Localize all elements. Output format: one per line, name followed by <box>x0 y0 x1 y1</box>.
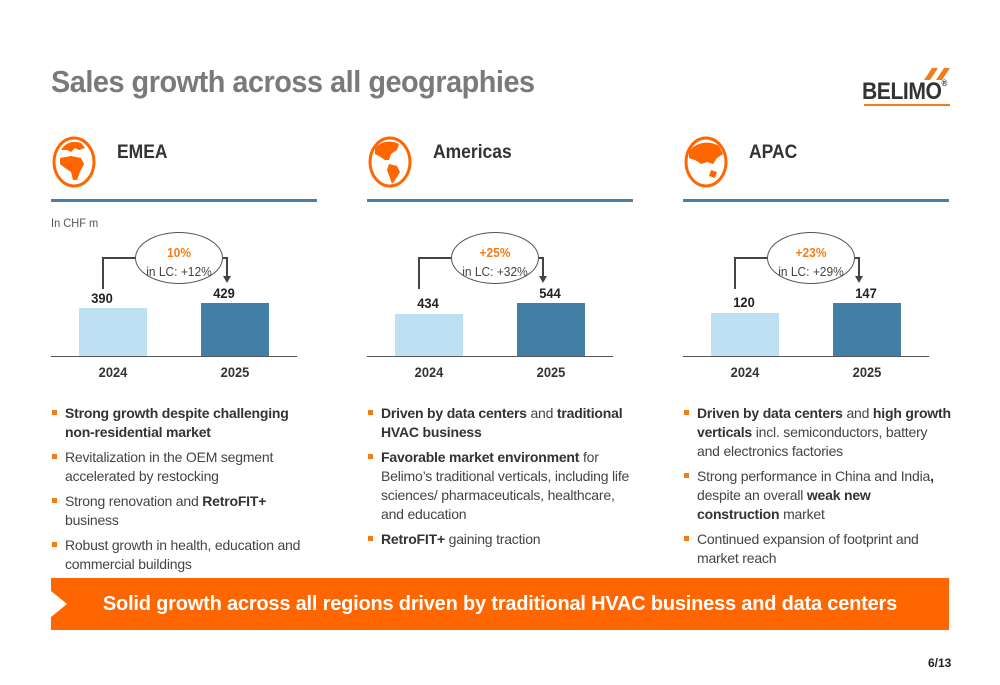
list-item: Driven by data centers and high growth v… <box>683 404 953 461</box>
unit-label: In CHF m <box>51 216 99 230</box>
bar-value-2024: 120 <box>733 294 755 310</box>
list-item: Strong growth despite challenging non-re… <box>51 404 321 442</box>
list-item: Strong performance in China and India, d… <box>683 467 953 524</box>
arrow-down-icon <box>855 276 863 283</box>
bar-2025 <box>833 303 901 356</box>
arrow-down-icon <box>223 276 231 283</box>
region-divider <box>51 199 317 202</box>
bar-2024 <box>395 314 463 356</box>
x-label-2025: 2025 <box>852 364 882 380</box>
x-label-2025: 2025 <box>536 364 566 380</box>
logo-underline <box>864 104 950 106</box>
bullet-list-emea: Strong growth despite challenging non-re… <box>51 404 321 580</box>
growth-bubble <box>451 232 539 284</box>
growth-bubble <box>135 232 223 284</box>
list-item: RetroFIT+ gaining traction <box>367 530 637 549</box>
chart-americas: +25% in LC: +32% 434 544 2024 2025 <box>367 232 613 385</box>
x-label-2024: 2024 <box>98 364 128 380</box>
summary-banner: Solid growth across all regions driven b… <box>51 578 949 630</box>
growth-connector <box>537 257 544 279</box>
region-name: APAC <box>749 142 798 163</box>
list-item: Favorable market environment for Belimo’… <box>367 448 637 524</box>
bar-value-2024: 390 <box>91 290 113 306</box>
bar-value-2025: 147 <box>855 285 877 301</box>
growth-connector <box>102 257 137 289</box>
growth-connector <box>853 257 860 279</box>
bullet-list-americas: Driven by data centers and traditional H… <box>367 404 637 555</box>
bar-2025 <box>517 303 585 356</box>
chart-apac: +23% in LC: +29% 120 147 2024 2025 <box>683 232 929 385</box>
x-axis <box>367 356 613 357</box>
page-title: Sales growth across all geographies <box>51 64 535 99</box>
bar-2024 <box>711 313 779 356</box>
bar-value-2025: 429 <box>213 285 235 301</box>
growth-bubble <box>767 232 855 284</box>
chart-emea: 10% in LC: +12% 390 429 2024 2025 <box>51 232 297 385</box>
page-number: 6/13 <box>928 656 952 670</box>
list-item: Strong renovation and RetroFIT+ business <box>51 492 321 530</box>
bar-2024 <box>79 308 147 356</box>
banner-notch <box>51 591 67 617</box>
x-axis <box>51 356 297 357</box>
growth-local-currency: in LC: +29% <box>778 264 844 279</box>
growth-percent: 10% <box>167 245 191 260</box>
x-label-2024: 2024 <box>730 364 760 380</box>
x-axis <box>683 356 929 357</box>
region-divider <box>367 199 633 202</box>
growth-local-currency: in LC: +32% <box>462 264 528 279</box>
growth-connector <box>221 257 228 279</box>
logo-stripes-icon <box>924 68 950 80</box>
arrow-down-icon <box>539 276 547 283</box>
growth-percent: +25% <box>479 245 511 260</box>
growth-connector <box>418 257 453 289</box>
x-label-2025: 2025 <box>220 364 250 380</box>
globe-asia-icon <box>684 136 728 188</box>
x-label-2024: 2024 <box>414 364 444 380</box>
region-name: Americas <box>433 142 512 163</box>
belimo-logo: BELIMO® <box>862 68 954 106</box>
list-item: Driven by data centers and traditional H… <box>367 404 637 442</box>
bar-2025 <box>201 303 269 356</box>
logo-wordmark: BELIMO® <box>862 78 947 105</box>
region-divider <box>683 199 949 202</box>
growth-local-currency: in LC: +12% <box>146 264 212 279</box>
globe-americas-icon <box>368 136 412 188</box>
bar-value-2024: 434 <box>417 295 439 311</box>
banner-text: Solid growth across all regions driven b… <box>102 593 898 615</box>
region-name: EMEA <box>117 142 168 163</box>
list-item: Revitalization in the OEM segment accele… <box>51 448 321 486</box>
bar-value-2025: 544 <box>539 285 561 301</box>
growth-percent: +23% <box>795 245 827 260</box>
growth-connector <box>734 257 769 289</box>
bullet-list-apac: Driven by data centers and high growth v… <box>683 404 953 574</box>
list-item: Robust growth in health, education and c… <box>51 536 321 574</box>
list-item: Continued expansion of footprint and mar… <box>683 530 953 568</box>
globe-europe-africa-icon <box>52 136 96 188</box>
